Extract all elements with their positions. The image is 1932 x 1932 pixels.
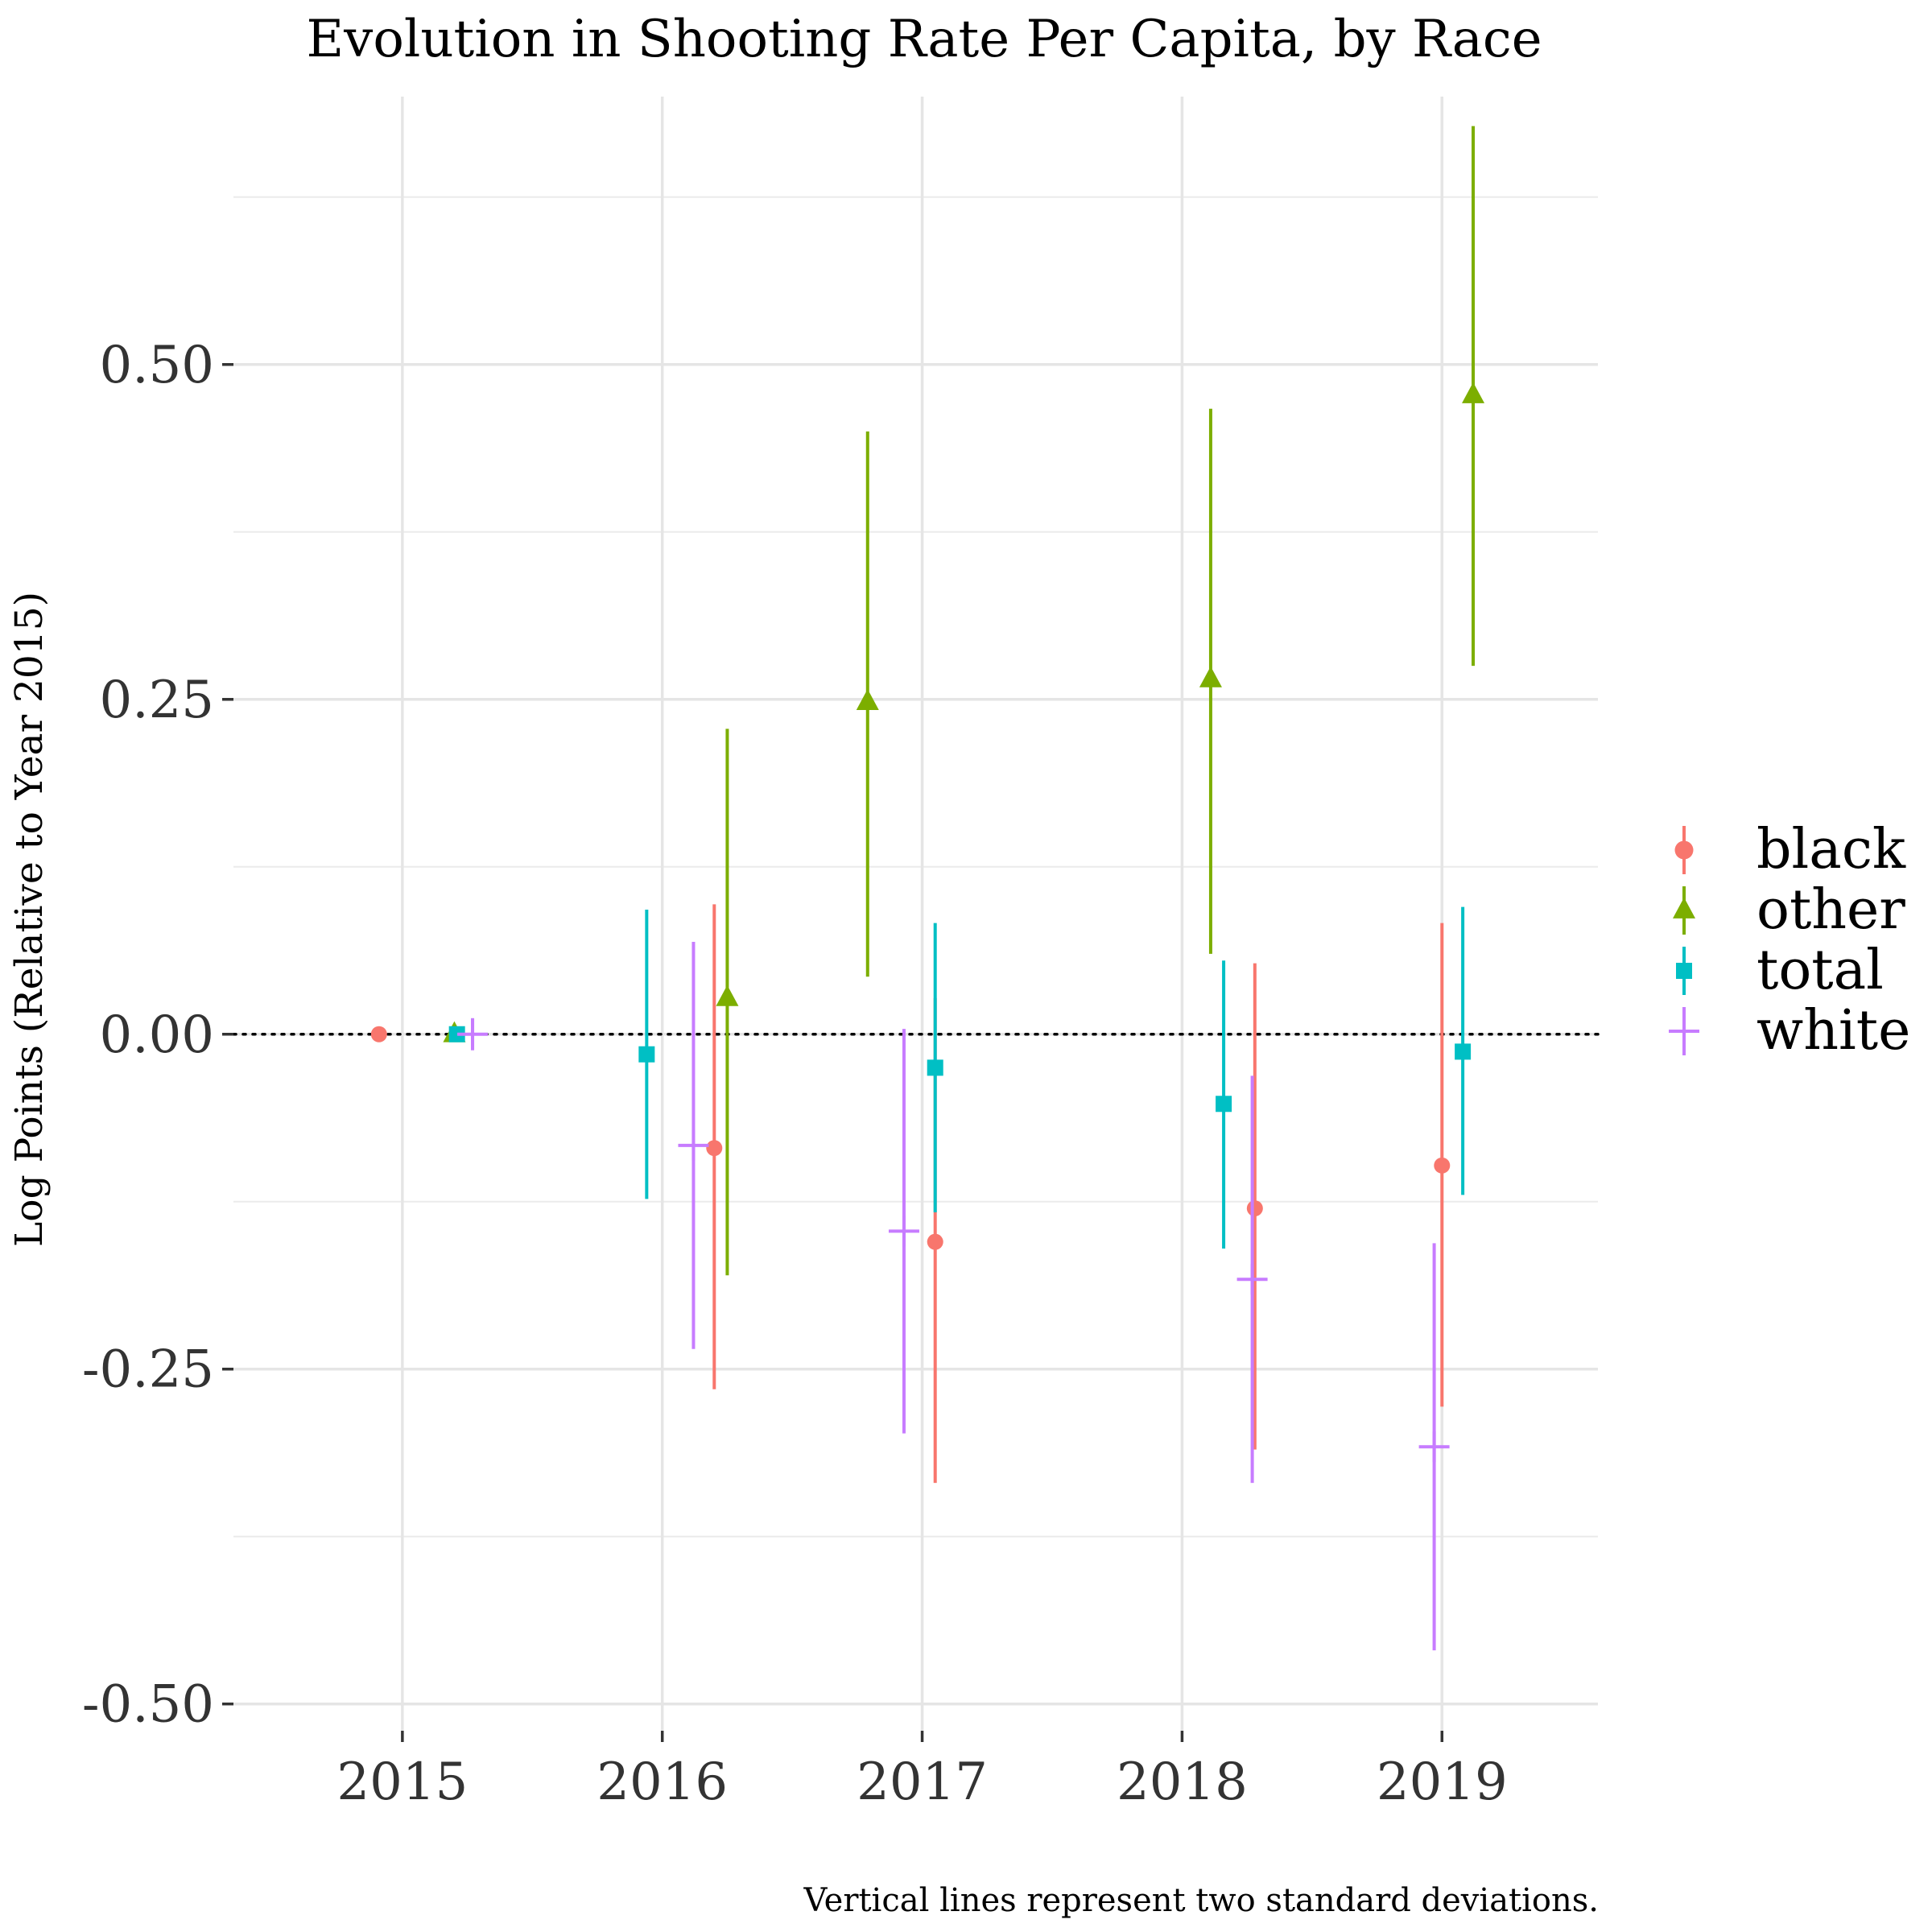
series-white	[457, 941, 1450, 1651]
point-black	[927, 1233, 943, 1250]
y-tick-label: 0.25	[100, 671, 215, 730]
legend-label-black: black	[1757, 818, 1906, 881]
point-total	[1216, 1096, 1232, 1113]
point-white	[457, 1018, 489, 1050]
point-white	[678, 1129, 709, 1161]
point-other	[1462, 382, 1485, 403]
axes: -0.50 -0.25 0.00 0.25 0.50 2015 2016 2017 2018 20…	[82, 336, 1508, 1812]
y-tick-label: -0.25	[82, 1340, 214, 1400]
point-white	[888, 1216, 919, 1247]
y-axis-label: Log Points (Relative to Year 2015)	[7, 592, 52, 1247]
legend-label-white: white	[1757, 999, 1910, 1063]
point-white	[1236, 1264, 1268, 1295]
point-other	[856, 688, 879, 710]
legend-key-marker	[1674, 840, 1694, 860]
x-tick-label: 2019	[1377, 1752, 1508, 1812]
y-tick-label: 0.00	[100, 1005, 215, 1065]
point-total	[638, 1046, 655, 1063]
point-total	[1455, 1043, 1472, 1060]
legend-item-white: white	[1669, 999, 1910, 1063]
y-tick-label: 0.50	[100, 336, 215, 395]
chart-caption: Vertical lines represent two standard de…	[803, 1882, 1599, 1919]
chart-title: Evolution in Shooting Rate Per Capita, b…	[306, 10, 1542, 69]
point-white	[1418, 1431, 1450, 1463]
legend-key-marker	[1676, 963, 1692, 979]
legend-item-total: total	[1676, 939, 1884, 1002]
x-tick-label: 2018	[1117, 1752, 1248, 1812]
legend-key-marker	[1673, 897, 1695, 919]
point-total	[448, 1026, 465, 1042]
x-tick-label: 2017	[857, 1752, 988, 1812]
legend-label-other: other	[1757, 878, 1905, 942]
series-other	[443, 126, 1485, 1276]
point-black	[370, 1026, 387, 1042]
point-black	[1434, 1157, 1451, 1174]
legend-label-total: total	[1757, 939, 1884, 1002]
x-tick-label: 2016	[597, 1752, 728, 1812]
point-black	[706, 1140, 723, 1157]
x-tick-label: 2015	[336, 1752, 468, 1812]
grid-lines	[233, 97, 1598, 1731]
point-other	[716, 985, 739, 1006]
y-tick-label: -0.50	[82, 1675, 214, 1735]
legend-item-black: black	[1674, 818, 1906, 881]
legend-item-other: other	[1673, 878, 1905, 942]
data-marks	[370, 126, 1485, 1651]
point-black	[1246, 1200, 1263, 1217]
point-other	[1199, 666, 1222, 687]
point-total	[927, 1059, 943, 1076]
series-total	[448, 906, 1472, 1249]
